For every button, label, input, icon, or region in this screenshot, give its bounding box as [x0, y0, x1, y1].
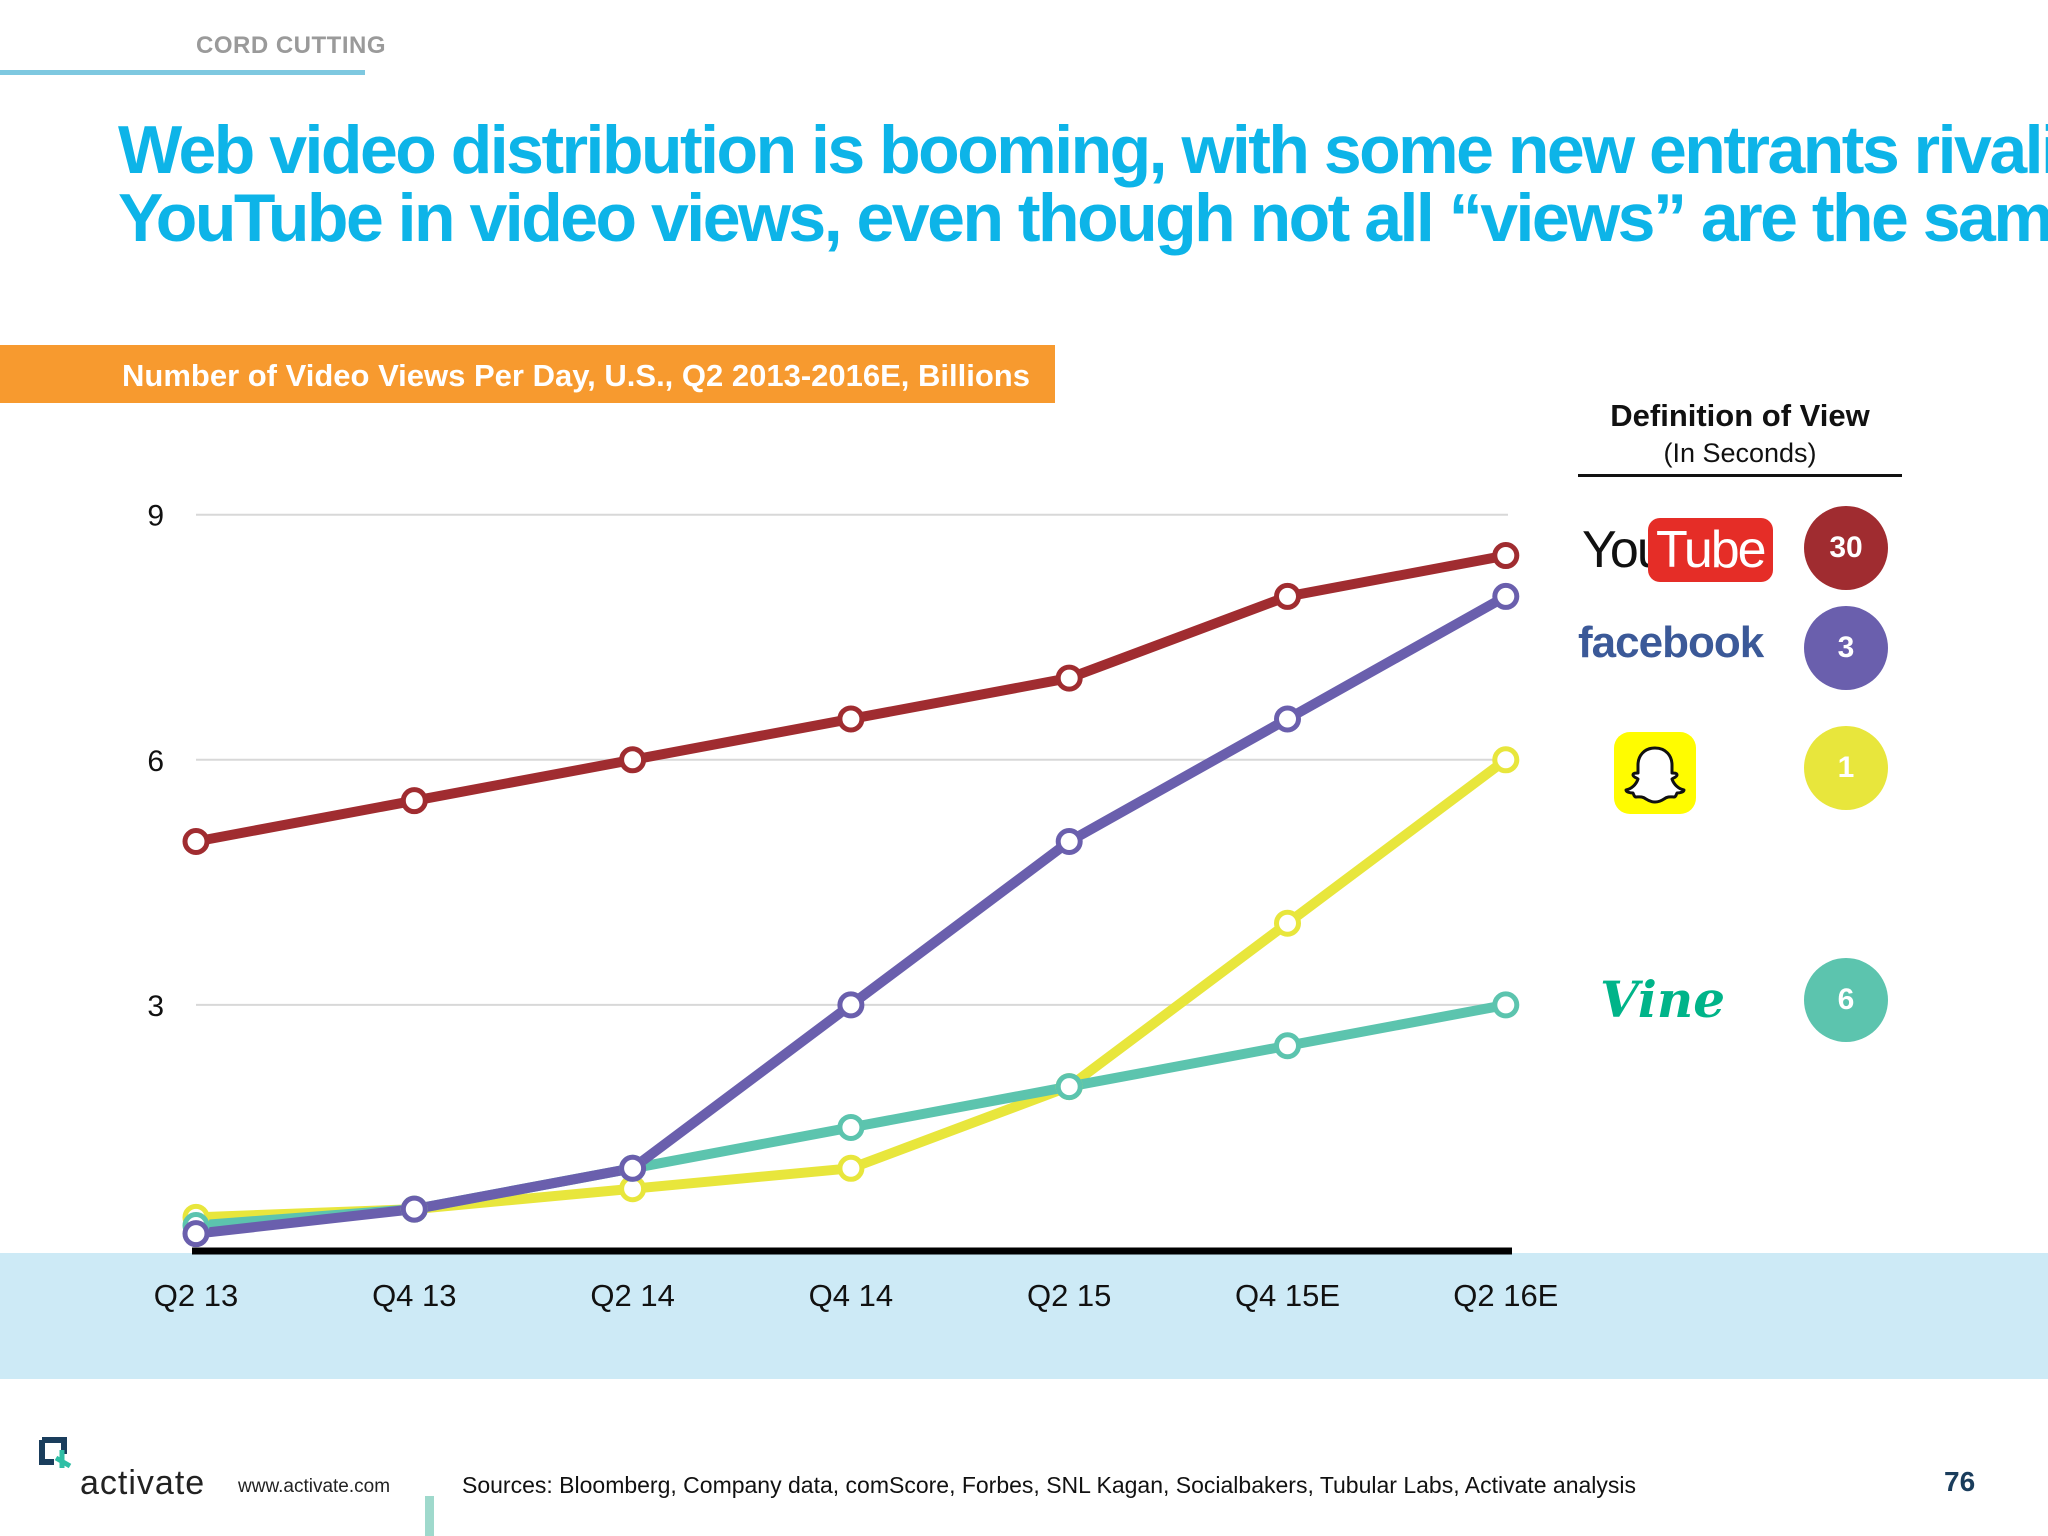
data-point-youtube: [1492, 542, 1520, 570]
series-line-youtube: [191, 550, 1511, 847]
x-tick-label: Q2 14: [590, 1278, 674, 1313]
headline: Web video distribution is booming, with …: [118, 112, 2048, 256]
data-point-youtube: [619, 746, 647, 774]
headline-line-1: Web video distribution is booming, with …: [118, 112, 2048, 188]
footer-accent: [425, 1496, 434, 1536]
snapchat-logo-icon: [1614, 732, 1696, 814]
data-point-youtube: [837, 705, 865, 733]
y-tick-label: 3: [147, 990, 164, 1023]
data-point-youtube: [400, 787, 428, 815]
data-point-facebook: [400, 1195, 428, 1223]
footer-url: www.activate.com: [238, 1476, 391, 1497]
data-point-snapchat: [1274, 909, 1301, 937]
section-rule: [0, 70, 365, 75]
legend-subtitle: (In Seconds): [1663, 438, 1817, 468]
section-label: CORD CUTTING: [196, 32, 386, 59]
data-point-vine: [1492, 991, 1520, 1019]
legend-rule: [1578, 474, 1902, 477]
y-tick-label: 6: [147, 745, 164, 778]
footer-brand: activate: [80, 1464, 206, 1502]
data-point-youtube: [182, 828, 210, 855]
data-point-vine: [837, 1113, 865, 1141]
badge-facebook-seconds: 3: [1804, 606, 1888, 690]
youtube-logo-tube: Tube: [1648, 518, 1773, 582]
badge-snapchat-seconds: 1: [1804, 726, 1888, 810]
x-tick-label: Q2 16E: [1453, 1278, 1558, 1313]
data-point-youtube: [1055, 664, 1083, 692]
chart-title: Number of Video Views Per Day, U.S., Q2 …: [122, 358, 1030, 393]
x-tick-label: Q2 15: [1027, 1278, 1111, 1313]
badge-vine-seconds: 6: [1804, 958, 1888, 1042]
x-tick-label: Q4 14: [809, 1278, 893, 1313]
footer-sources: Sources: Bloomberg, Company data, comSco…: [462, 1472, 1637, 1498]
data-point-vine: [1055, 1073, 1083, 1101]
headline-line-2: YouTube in video views, even though not …: [118, 180, 2048, 256]
activate-logo-icon: [39, 1437, 72, 1469]
x-tick-label: Q2 13: [154, 1278, 238, 1313]
page-number: 76: [1944, 1466, 1976, 1497]
vine-logo: Vine: [1600, 970, 1726, 1029]
chart-title-bar: Number of Video Views Per Day, U.S., Q2 …: [0, 345, 1055, 403]
legend-title: Definition of View: [1610, 398, 1870, 433]
y-tick-label: 9: [147, 500, 164, 533]
data-point-snapchat: [1492, 746, 1520, 774]
data-point-youtube: [1274, 582, 1301, 610]
facebook-logo: facebook: [1578, 618, 1764, 667]
data-point-facebook: [182, 1220, 210, 1248]
data-point-facebook: [837, 991, 865, 1019]
axis-band: [0, 1253, 2048, 1379]
data-point-facebook: [619, 1154, 647, 1182]
data-point-snapchat: [837, 1154, 865, 1182]
data-point-vine: [1274, 1032, 1301, 1060]
series-line-snapchat: [191, 754, 1511, 1223]
data-point-facebook: [1274, 705, 1301, 733]
data-point-facebook: [1492, 582, 1520, 610]
badge-youtube-seconds: 30: [1804, 506, 1888, 590]
data-point-facebook: [1055, 828, 1083, 855]
x-tick-label: Q4 13: [372, 1278, 456, 1313]
x-tick-label: Q4 15E: [1235, 1278, 1340, 1313]
